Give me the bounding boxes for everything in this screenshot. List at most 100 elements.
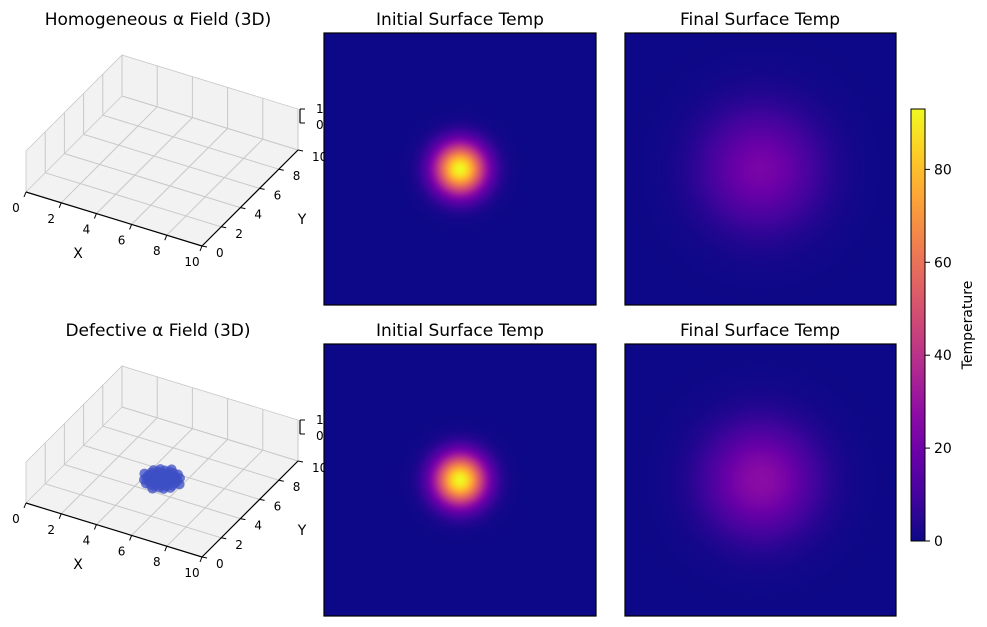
floor-grid-y [64, 153, 241, 209]
heatmap-initial-row2 [323, 343, 597, 617]
x-tick [23, 502, 27, 509]
defect-region [139, 464, 185, 494]
x-tick-label: 8 [153, 555, 161, 569]
x-tick-label: 2 [47, 212, 55, 226]
floor-grid-x [60, 106, 158, 204]
y-tick-label: 0 [216, 246, 224, 260]
heatmap-frame [624, 32, 897, 306]
floor-grid-y [45, 172, 222, 228]
colorbar-tick-label: 40 [934, 348, 952, 364]
x-tick [199, 245, 203, 252]
x-tick-label: 0 [12, 512, 20, 526]
final-title-row2: Final Surface Temp [680, 321, 840, 341]
floor-grid-y [121, 406, 299, 462]
x-tick-label: 10 [184, 566, 199, 580]
heatmap-final-row2 [624, 343, 897, 617]
y-tick [278, 479, 284, 482]
z-tick-label: 1 [316, 102, 324, 116]
colorbar-frame [910, 108, 926, 542]
x-tick-label: 2 [47, 523, 55, 537]
colorbar-label: Temperature [960, 281, 976, 371]
x-tick [199, 556, 203, 563]
y-axis-line [201, 460, 299, 558]
colorbar: 0 20 40 60 80 Temperature [910, 108, 976, 550]
x-tick-label: 6 [118, 233, 126, 247]
x-tick [93, 524, 97, 530]
heatmap-initial-row1 [323, 32, 597, 306]
y-tick [201, 245, 208, 248]
x-tick [129, 535, 133, 541]
floor-grid-y [45, 483, 222, 539]
heatmap-frame [323, 32, 597, 306]
y-axis-label: Y [297, 212, 307, 228]
x-tick [58, 202, 62, 208]
y-tick [240, 207, 246, 210]
y-tick-label: 2 [235, 227, 243, 241]
floor-grid-y [83, 133, 260, 189]
x-tick-label: 0 [12, 201, 20, 215]
y-axis-line [201, 149, 299, 247]
y-tick-label: 2 [235, 538, 243, 552]
x-axis-label: X [73, 246, 83, 262]
heatmap-image [324, 33, 596, 305]
z-tick-label: 1 [316, 413, 324, 427]
heatmap-final-row1 [624, 32, 897, 306]
x-tick [93, 213, 97, 219]
colorbar-tick-label: 20 [934, 441, 952, 457]
y-tick-label: 6 [274, 188, 282, 202]
y-tick-label: 8 [293, 169, 301, 183]
y-tick [297, 460, 304, 463]
floor-grid-x [166, 138, 264, 236]
y-tick [221, 537, 227, 540]
y-tick-label: 4 [254, 208, 262, 222]
floor-grid-y [102, 425, 279, 481]
x-axis-line [25, 502, 203, 558]
x-tick-label: 4 [83, 223, 91, 237]
y-tick-label: 6 [274, 499, 282, 513]
x-tick-label: 8 [153, 244, 161, 258]
colorbar-tick-label: 60 [934, 255, 952, 271]
y-tick [240, 518, 246, 521]
y-tick [278, 168, 284, 171]
y-tick-label: 4 [254, 519, 262, 533]
y-tick-label: 8 [293, 480, 301, 494]
x-axis-label: X [73, 557, 83, 573]
z-tick-label: 0 [316, 429, 324, 443]
defect-point [174, 479, 185, 490]
x-tick [129, 224, 133, 230]
floor-grid-y [102, 114, 279, 170]
field-panel-title-homogeneous: Homogeneous α Field (3D) [45, 10, 272, 30]
floor-pane [26, 96, 298, 246]
colorbar-gradient [911, 109, 925, 541]
y-tick [297, 149, 304, 152]
x-tick-label: 4 [83, 534, 91, 548]
y-tick [259, 187, 265, 190]
heatmap-image [324, 344, 596, 616]
colorbar-tick-label: 80 [934, 162, 952, 178]
x-axis-line [25, 191, 203, 247]
x-tick-label: 6 [118, 544, 126, 558]
y-tick [201, 556, 208, 559]
initial-title-row2: Initial Surface Temp [376, 321, 544, 341]
floor-grid-y [121, 95, 299, 151]
field-panel-title-defective: Defective α Field (3D) [65, 321, 250, 341]
x-tick [164, 546, 168, 552]
heatmap-frame [624, 343, 897, 617]
floor-grid-x [60, 417, 158, 515]
heatmap-image [625, 344, 896, 616]
floor-grid-x [131, 128, 228, 225]
heatmap-image [625, 33, 896, 305]
x-tick [164, 235, 168, 241]
x-tick [23, 191, 27, 198]
x-tick [58, 513, 62, 519]
colorbar-tick-label: 0 [934, 534, 943, 550]
y-axis-label: Y [297, 523, 307, 539]
floor-grid-x [166, 449, 264, 547]
heatmap-frame [323, 343, 597, 617]
initial-title-row1: Initial Surface Temp [376, 10, 544, 30]
y-tick-label: 0 [216, 557, 224, 571]
floor-grid-x [96, 117, 193, 214]
